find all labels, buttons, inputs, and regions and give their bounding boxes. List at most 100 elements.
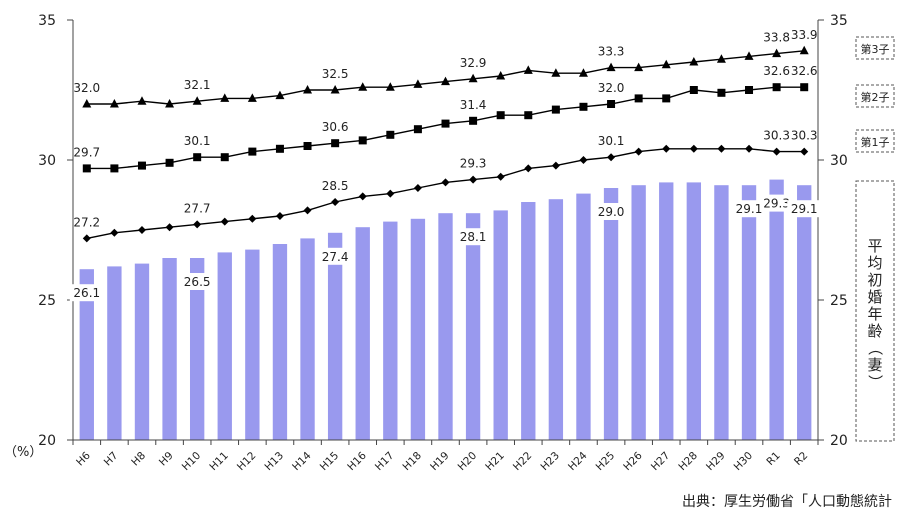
x-tick-label-H30: H30	[732, 450, 756, 474]
right-title-char: 年	[867, 305, 882, 323]
bar-H11	[217, 252, 232, 440]
series-point-square	[331, 139, 340, 148]
series-point-diamond	[386, 189, 395, 198]
series-value-label: 32.0	[598, 81, 625, 95]
x-tick-label-H18: H18	[401, 450, 425, 474]
series-point-diamond	[717, 144, 726, 153]
bar-H21	[493, 210, 508, 440]
y-tick-label-left: 30	[38, 153, 56, 169]
series-point-diamond	[82, 234, 91, 243]
x-tick-label-H27: H27	[649, 450, 673, 474]
x-tick-label-H29: H29	[704, 450, 728, 474]
series-point-diamond	[800, 147, 809, 156]
series-point-triangle	[716, 54, 726, 63]
x-tick-label-H7: H7	[102, 450, 121, 469]
series-point-triangle	[523, 65, 533, 74]
source-text: 出典：厚生労働省「人口動態統計	[682, 494, 892, 510]
series-point-triangle	[441, 76, 450, 86]
series-point-square	[82, 164, 91, 173]
right-title-char: 初	[867, 271, 882, 289]
bar-value-label: 29.1	[791, 202, 818, 216]
series-point-triangle	[358, 82, 368, 91]
bar-value-label-bg	[456, 228, 491, 246]
series-value-label: 32.9	[460, 56, 487, 70]
series-point-square	[275, 144, 284, 153]
series-value-label: 29.7	[73, 145, 100, 159]
legend-label: 第2子	[861, 90, 890, 104]
series-point-triangle	[661, 59, 671, 69]
bar-H8	[134, 263, 150, 440]
series-value-label: 29.3	[460, 157, 487, 171]
bar-value-label: 26.1	[73, 286, 100, 300]
x-tick-label-H16: H16	[345, 449, 369, 473]
x-tick-label-H8: H8	[129, 450, 148, 469]
series-point-diamond	[358, 192, 367, 201]
series-point-triangle	[551, 68, 561, 77]
series-point-diamond	[607, 153, 616, 162]
lines-group	[82, 45, 809, 243]
series-point-square	[165, 158, 174, 167]
series-point-diamond	[469, 175, 478, 184]
bar-H29	[714, 185, 729, 440]
series-value-label: 32.5	[322, 67, 349, 81]
series-value-label: 32.0	[73, 81, 100, 95]
series-value-label: 30.1	[598, 134, 625, 148]
series-point-triangle	[247, 93, 257, 102]
y-tick-label-right: 35	[830, 13, 848, 29]
bar-H12	[245, 249, 260, 440]
series-point-triangle	[634, 62, 644, 72]
x-tick-label-H13: H13	[263, 450, 287, 474]
x-tick-label-H12: H12	[235, 450, 259, 474]
legend-label: 第3子	[861, 42, 890, 56]
series-point-square	[193, 153, 202, 162]
series-point-square	[717, 88, 726, 97]
series-point-square	[551, 105, 560, 114]
x-tick-label-H14: H14	[290, 449, 314, 473]
bar-value-label: 29.1	[736, 202, 763, 216]
bar-H28	[686, 182, 702, 440]
bar-H30	[741, 185, 757, 440]
y-tick-label-left: 25	[38, 293, 56, 309]
right-title-char: 妻	[867, 356, 882, 374]
series-value-label: 30.6	[322, 120, 349, 134]
series-value-label: 27.7	[184, 201, 211, 215]
bar-H13	[272, 244, 288, 440]
series-point-square	[137, 161, 146, 170]
series-point-triangle	[799, 45, 809, 55]
bar-H24	[576, 193, 591, 440]
series-point-triangle	[109, 99, 119, 108]
bar-value-label: 29.0	[598, 205, 625, 219]
series-point-square	[800, 83, 809, 92]
bar-value-label: 28.1	[460, 230, 487, 244]
bar-value-label-bg	[759, 194, 794, 212]
y-tick-label-right: 25	[830, 293, 848, 309]
x-tick-label-R1: R1	[764, 450, 782, 468]
series-value-label: 31.4	[460, 98, 487, 112]
series-point-square	[413, 125, 422, 134]
bar-H20	[465, 213, 481, 440]
right-title-char: ）	[866, 374, 884, 389]
bar-H14	[300, 238, 315, 440]
series-value-label: 33.9	[791, 28, 818, 42]
series-point-diamond	[579, 156, 588, 164]
series-point-triangle	[413, 79, 423, 88]
right-title-char: 平	[867, 237, 882, 255]
x-tick-label-H19: H19	[428, 450, 452, 474]
series-point-triangle	[275, 90, 285, 100]
series-value-label: 33.8	[763, 31, 790, 45]
bar-value-label: 26.5	[184, 275, 211, 289]
y-tick-label-left: 20	[38, 433, 56, 449]
bar-H19	[438, 213, 453, 440]
x-tick-label-H6: H6	[74, 449, 93, 468]
y-tick-label-right: 30	[830, 153, 848, 169]
series-value-label: 30.1	[184, 134, 211, 148]
series-point-triangle	[137, 96, 147, 105]
series-point-diamond	[220, 217, 229, 226]
series-point-square	[579, 102, 588, 111]
series-point-diamond	[662, 144, 671, 153]
bar-H25	[603, 188, 619, 440]
series-point-square	[303, 142, 312, 150]
bar-H9	[162, 258, 177, 440]
